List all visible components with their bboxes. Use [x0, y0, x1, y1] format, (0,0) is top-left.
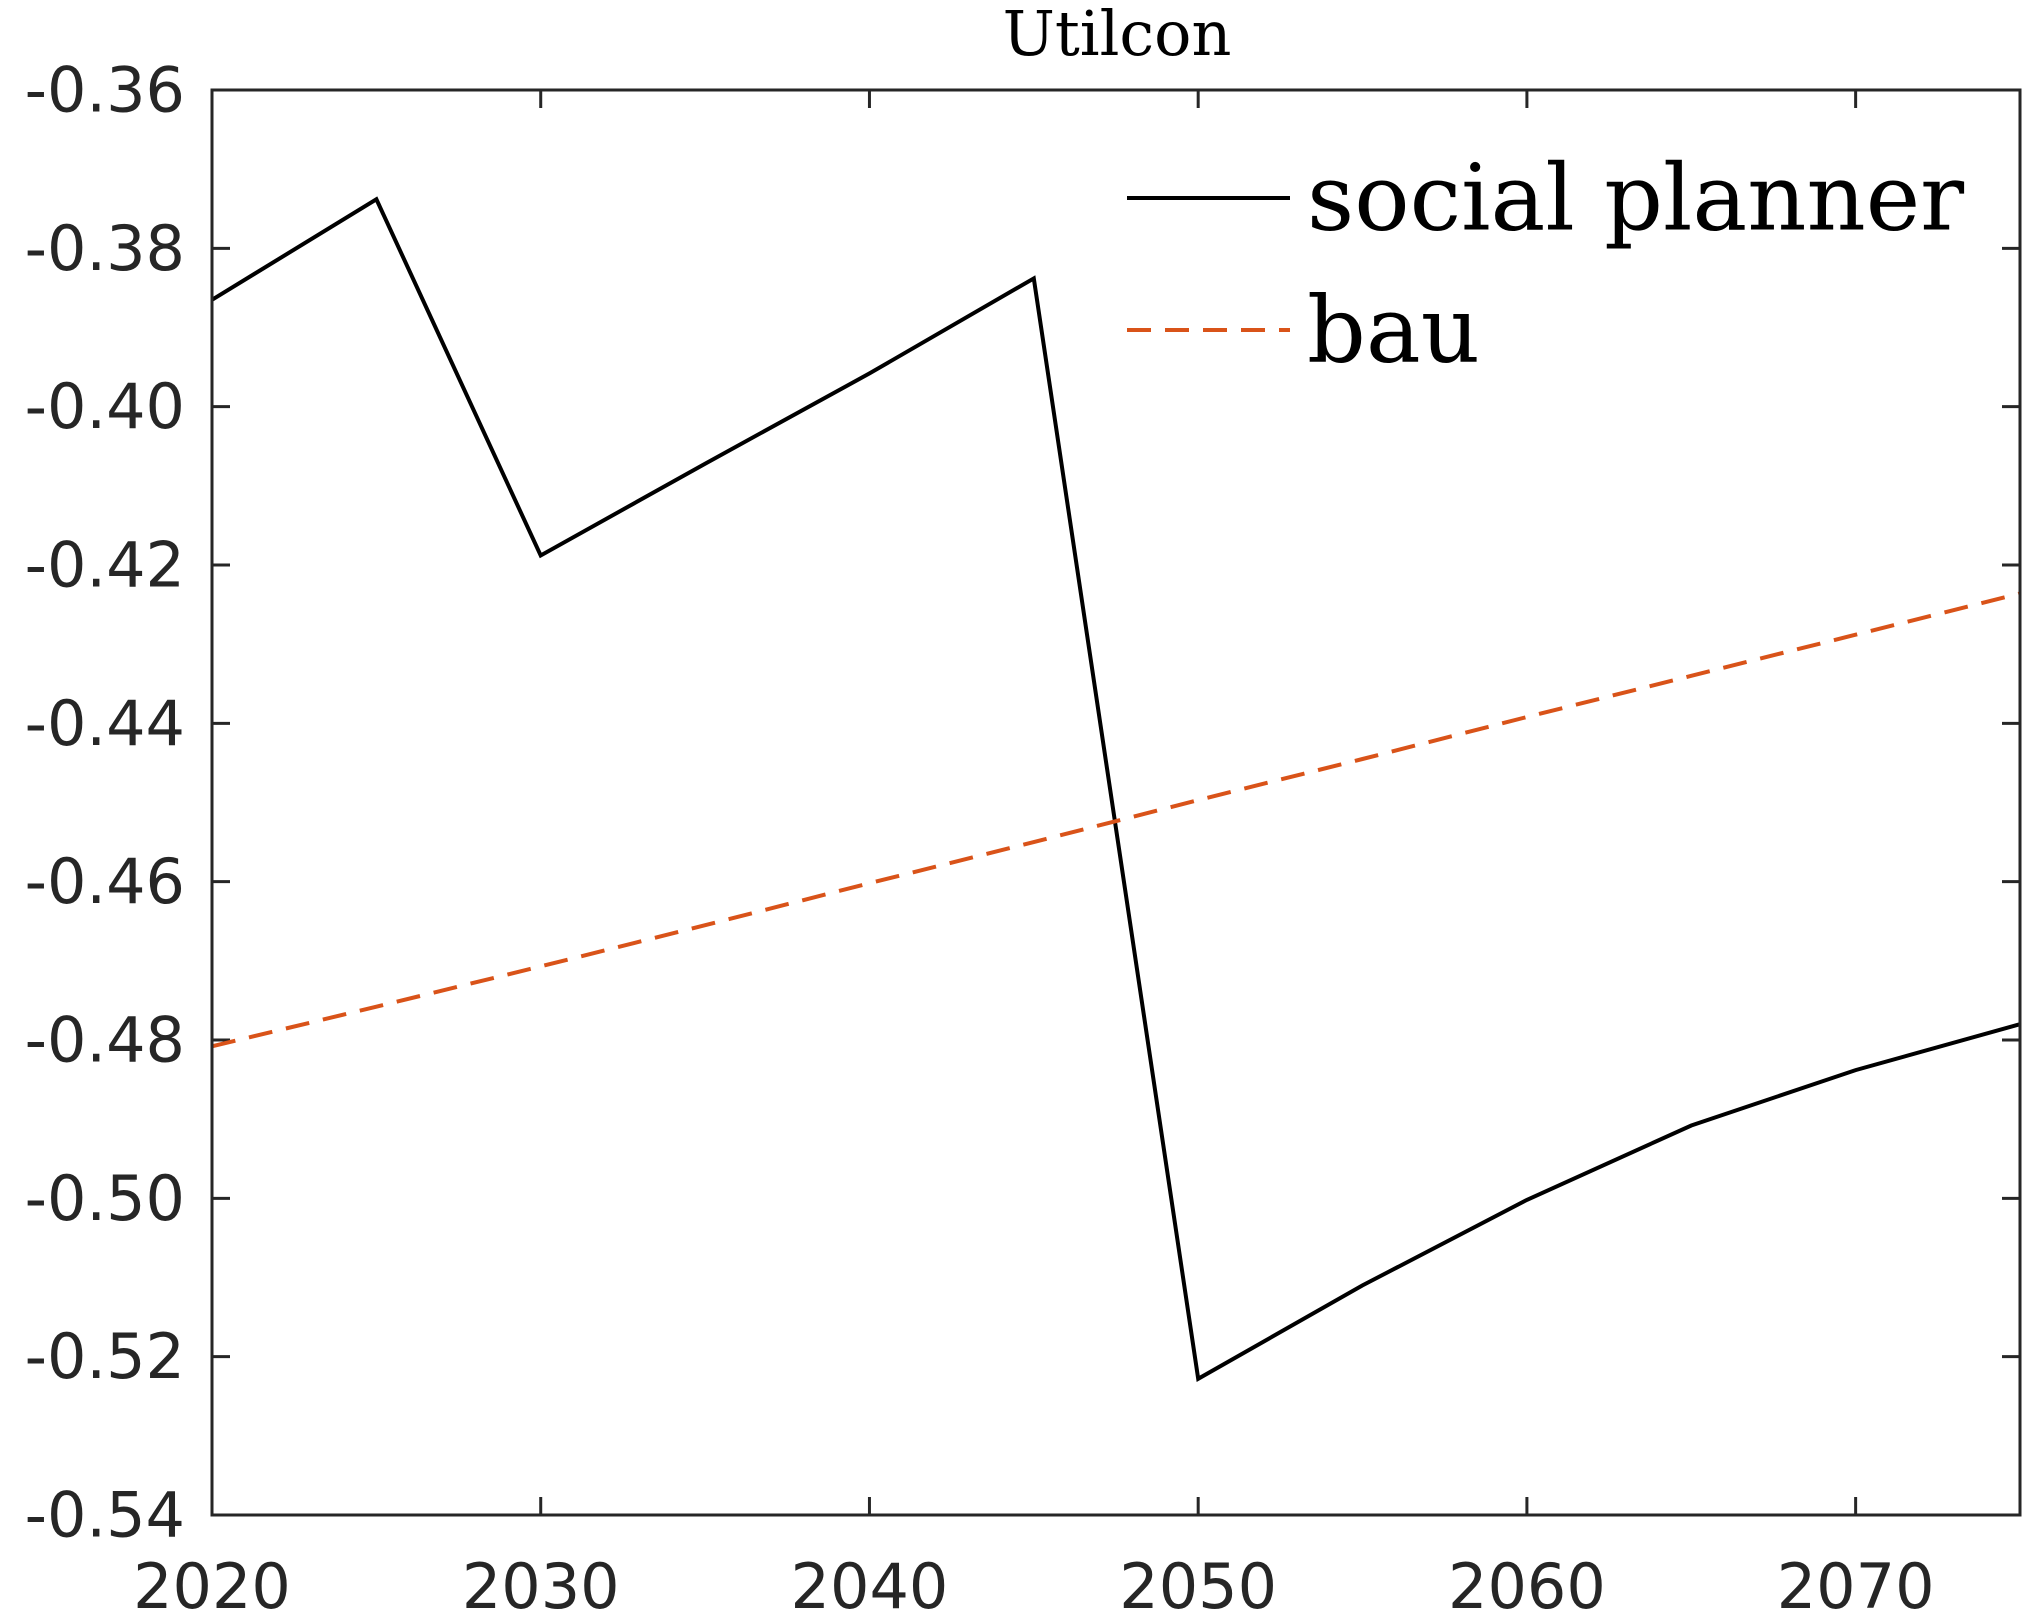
- series-layer: [210, 196, 2021, 1382]
- x-tick-label: 2070: [1777, 1550, 1935, 1613]
- plot-area-frame: [210, 88, 2022, 1517]
- y-tick-label: -0.52: [25, 1320, 185, 1393]
- y-tick-label: -0.42: [25, 529, 185, 602]
- y-tick-label: -0.40: [25, 370, 185, 443]
- y-tick-label: -0.48: [25, 1004, 185, 1077]
- legend-label: bau: [1307, 277, 1480, 384]
- x-tick-label: 2030: [462, 1550, 620, 1613]
- x-axis-ticks: 2020 2030 2040 2050 2060 2070: [133, 90, 1935, 1613]
- legend-label: social planner: [1307, 145, 1964, 252]
- y-axis-ticks: -0.36 -0.38 -0.40 -0.42 -0.44 -0.46 -0.48 -0.50…: [25, 54, 2020, 1552]
- legend: social planner bau: [1127, 145, 1964, 384]
- series-line-bau: [211, 591, 2021, 1049]
- x-tick-label: 2050: [1119, 1550, 1277, 1613]
- y-tick-label: -0.46: [25, 845, 185, 918]
- x-tick-label: 2060: [1448, 1550, 1606, 1613]
- series-line-social-planner: [210, 196, 2021, 1382]
- y-tick-label: -0.50: [25, 1162, 185, 1235]
- x-tick-label: 2020: [133, 1550, 291, 1613]
- y-tick-label: -0.54: [25, 1479, 185, 1552]
- chart-title: Utilcon: [1003, 0, 1232, 70]
- y-tick-label: -0.36: [25, 54, 185, 127]
- x-tick-label: 2040: [791, 1550, 949, 1613]
- y-tick-label: -0.44: [25, 687, 185, 760]
- y-tick-label: -0.38: [25, 212, 185, 285]
